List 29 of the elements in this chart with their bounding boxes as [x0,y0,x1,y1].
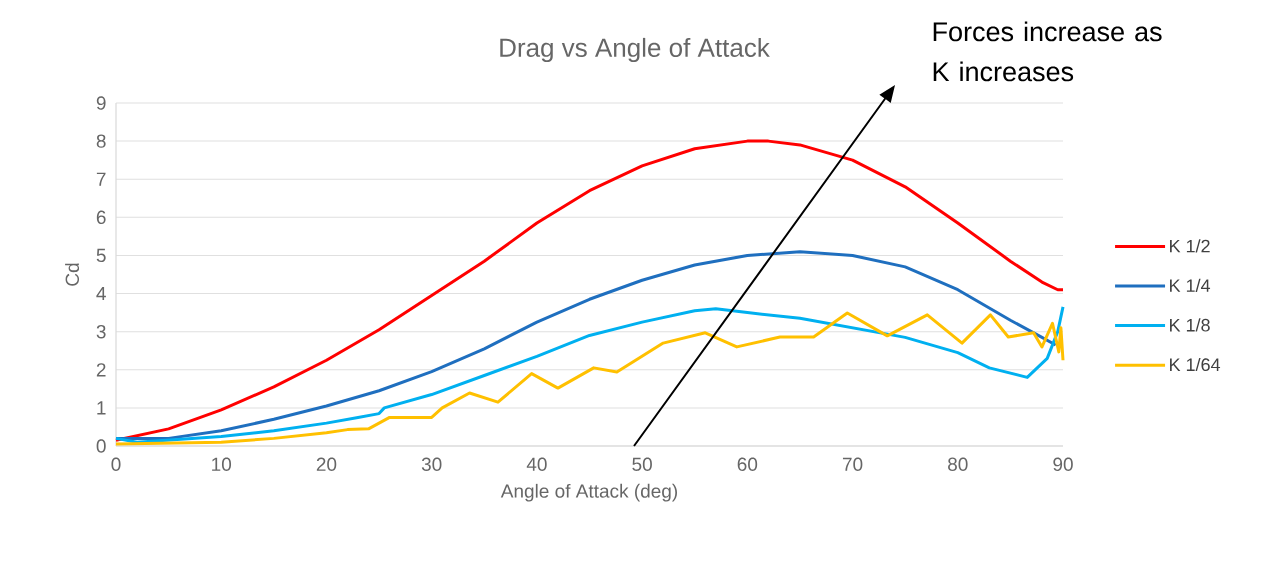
x-axis-title: Angle of Attack (deg) [500,483,678,502]
y-tick-label: 0 [96,439,106,453]
x-tick-label: 70 [842,457,863,471]
y-tick-label: 6 [96,210,106,225]
legend-label: K 1/64 [1170,357,1221,372]
y-tick-label: 5 [96,248,106,263]
x-tick-label: 10 [212,457,232,471]
x-tick-label: 40 [526,457,547,471]
x-tick-label: 0 [111,457,121,471]
y-tick-label: 3 [96,324,106,339]
y-tick-label: 8 [96,134,106,148]
y-tick-label: 2 [96,363,106,377]
chart-title: Drag vs Angle of Attack [500,37,770,63]
line-series [114,139,1065,442]
legend-label: K 1/2 [1170,239,1210,253]
y-tick-label: 1 [97,401,106,415]
x-tick-label: 30 [421,457,442,471]
y-axis-title: Cd [65,263,80,286]
x-tick-label: 20 [316,457,337,471]
legend-label: K 1/4 [1170,278,1211,293]
y-tick-label: 4 [96,287,106,301]
y-tick-label: 9 [96,96,106,110]
legend-label: K 1/8 [1170,318,1210,332]
text: Forces increase as K increases [933,21,1162,82]
x-tick-label: 90 [1053,457,1073,471]
x-tick-label: 60 [737,457,758,471]
x-tick-label: 80 [948,457,968,471]
x-tick-label: 50 [632,457,652,471]
y-tick-label: 7 [96,172,106,186]
